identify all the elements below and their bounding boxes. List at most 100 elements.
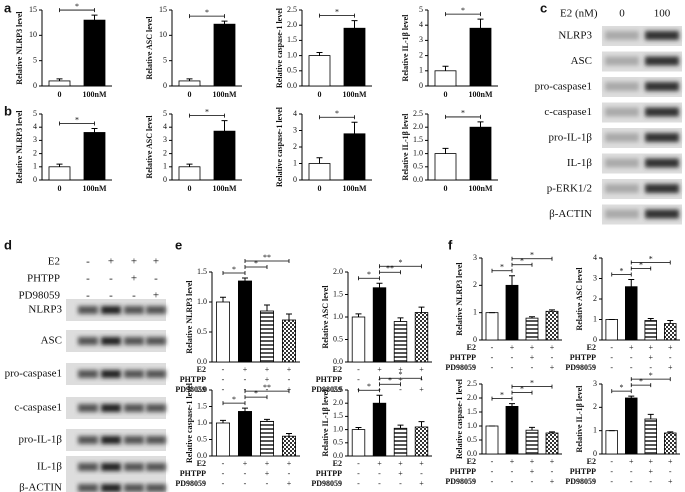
bar bbox=[644, 320, 658, 341]
y-tick-label: 1 bbox=[473, 307, 477, 316]
significance-label: * bbox=[620, 383, 624, 392]
condition-sign: + bbox=[398, 365, 403, 374]
blot-band bbox=[146, 463, 166, 471]
condition-sign: - bbox=[86, 290, 90, 302]
condition-sign: - bbox=[86, 256, 90, 268]
x-tick-label: 0 bbox=[444, 184, 448, 193]
y-tick-label: 0.0 bbox=[333, 451, 343, 460]
error-bar bbox=[397, 424, 404, 429]
condition-name: E2 bbox=[467, 457, 476, 466]
bar bbox=[625, 397, 638, 455]
condition-sign: - bbox=[491, 457, 494, 466]
y-tick-label: 15 bbox=[159, 5, 167, 14]
y-tick-label: 4 bbox=[419, 20, 423, 29]
y-tick-label: 0.5 bbox=[413, 162, 423, 171]
condition-sign: - bbox=[491, 467, 494, 476]
y-tick-label: 3 bbox=[473, 253, 477, 262]
bar bbox=[469, 27, 492, 87]
error-bar bbox=[355, 426, 362, 430]
bar bbox=[351, 429, 366, 457]
significance-bracket bbox=[189, 14, 225, 19]
y-axis-label: Relative IL-1β level bbox=[575, 385, 584, 453]
y-tick-label: 1.5 bbox=[467, 407, 477, 416]
significance-label: * bbox=[649, 254, 653, 263]
bar bbox=[83, 19, 106, 87]
panel-label: a bbox=[4, 0, 12, 15]
blot-band bbox=[146, 484, 166, 492]
y-tick-label: 1.5 bbox=[197, 401, 207, 410]
significance-label: * bbox=[620, 266, 624, 275]
condition-sign: - bbox=[531, 477, 534, 486]
blot-band bbox=[146, 404, 166, 412]
bar bbox=[259, 310, 274, 363]
condition-sign: + bbox=[530, 343, 535, 352]
y-tick-label: 0.5 bbox=[467, 435, 477, 444]
significance-label: ** bbox=[386, 264, 394, 273]
y-tick-label: 1.5 bbox=[197, 267, 207, 276]
blot-band bbox=[605, 209, 639, 219]
y-tick-label: 1 bbox=[593, 314, 597, 323]
y-tick-label: 0.0 bbox=[197, 357, 207, 366]
y-tick-label: 0 bbox=[593, 449, 597, 458]
y-tick-label: 2 bbox=[473, 280, 477, 289]
error-bar bbox=[647, 413, 654, 419]
error-bar bbox=[418, 306, 425, 313]
condition-name: PHTPP bbox=[180, 375, 206, 384]
y-tick-label: 4 bbox=[593, 253, 597, 262]
significance-bracket bbox=[244, 259, 290, 263]
condition-sign: - bbox=[357, 479, 360, 488]
blot-band bbox=[124, 463, 144, 471]
condition-name: PHTPP bbox=[316, 469, 342, 478]
condition-sign: - bbox=[132, 290, 136, 302]
bar bbox=[351, 316, 366, 363]
significance-bracket bbox=[244, 265, 268, 269]
panel-label: d bbox=[4, 237, 12, 252]
condition-name: PHTPP bbox=[450, 353, 476, 362]
bar bbox=[545, 310, 559, 341]
condition-name: PD98059 bbox=[565, 477, 596, 486]
blot-band bbox=[146, 436, 166, 444]
condition-sign: + bbox=[419, 385, 424, 394]
condition-sign: - bbox=[288, 375, 291, 384]
error-bar bbox=[549, 431, 555, 433]
condition-name: E2 bbox=[333, 365, 342, 374]
y-tick-label: 0 bbox=[593, 335, 597, 344]
blot-band bbox=[124, 436, 144, 444]
y-tick-label: 4 bbox=[293, 109, 297, 118]
blot-band bbox=[605, 184, 639, 193]
condition-sign: + bbox=[377, 459, 382, 468]
blot-band bbox=[146, 306, 166, 314]
y-tick-label: 1.0 bbox=[467, 421, 477, 430]
significance-label: * bbox=[399, 370, 403, 379]
y-tick-label: 1.0 bbox=[333, 312, 343, 321]
condition-sign: + bbox=[668, 477, 673, 486]
blot-row-label: ASC bbox=[571, 55, 592, 67]
blot-band bbox=[101, 484, 121, 492]
x-tick-label: 100nM bbox=[83, 90, 107, 99]
y-tick-label: 5 bbox=[163, 109, 167, 118]
condition-sign: + bbox=[265, 459, 270, 468]
condition-sign: - bbox=[491, 477, 494, 486]
significance-bracket bbox=[319, 13, 355, 18]
y-axis-label: Relative ASC level bbox=[321, 285, 330, 349]
significance-label: * bbox=[500, 263, 504, 272]
panel-label: f bbox=[448, 237, 453, 252]
significance-bracket bbox=[189, 113, 225, 118]
y-tick-label: 1.0 bbox=[333, 424, 343, 433]
significance-bracket bbox=[445, 12, 481, 17]
significance-bracket bbox=[59, 8, 95, 13]
bar bbox=[469, 126, 492, 181]
error-bar bbox=[376, 394, 383, 404]
y-tick-label: 1 bbox=[293, 158, 297, 167]
y-tick-label: 5 bbox=[163, 55, 167, 64]
significance-label: * bbox=[520, 257, 524, 266]
condition-sign: - bbox=[222, 479, 225, 488]
bar bbox=[308, 163, 331, 181]
condition-sign: + bbox=[287, 459, 292, 468]
bar bbox=[605, 319, 619, 341]
significance-bracket bbox=[222, 401, 246, 406]
condition-sign: + bbox=[550, 477, 555, 486]
blot-row-label: IL-1β bbox=[567, 157, 593, 169]
error-bar bbox=[351, 121, 358, 134]
y-tick-label: 2.0 bbox=[333, 398, 343, 407]
